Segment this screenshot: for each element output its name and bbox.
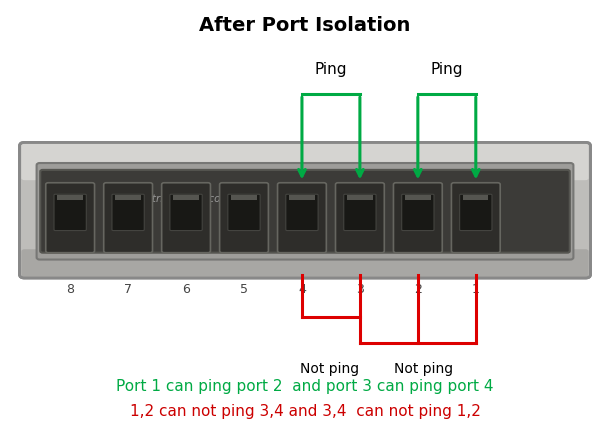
FancyBboxPatch shape <box>220 183 268 253</box>
FancyBboxPatch shape <box>46 183 95 253</box>
FancyBboxPatch shape <box>21 144 589 180</box>
Bar <box>347 195 373 200</box>
FancyBboxPatch shape <box>104 183 152 253</box>
FancyBboxPatch shape <box>402 194 434 230</box>
Bar <box>289 195 315 200</box>
Text: Ping: Ping <box>315 62 347 77</box>
FancyBboxPatch shape <box>344 194 376 230</box>
Bar <box>405 195 431 200</box>
Bar <box>463 195 489 200</box>
FancyBboxPatch shape <box>228 194 260 230</box>
FancyBboxPatch shape <box>37 163 573 260</box>
FancyBboxPatch shape <box>451 183 500 253</box>
FancyBboxPatch shape <box>20 142 590 278</box>
FancyBboxPatch shape <box>54 194 86 230</box>
Text: After Port Isolation: After Port Isolation <box>199 16 411 35</box>
Text: 4: 4 <box>298 283 306 296</box>
Text: 8: 8 <box>66 283 74 296</box>
FancyBboxPatch shape <box>21 249 589 277</box>
Text: Port 1 can ping port 2  and port 3 can ping port 4: Port 1 can ping port 2 and port 3 can pi… <box>117 379 493 393</box>
Text: 1: 1 <box>472 283 479 296</box>
FancyBboxPatch shape <box>40 170 570 253</box>
FancyBboxPatch shape <box>162 183 210 253</box>
FancyBboxPatch shape <box>170 194 202 230</box>
FancyBboxPatch shape <box>336 183 384 253</box>
Text: techtrickszone.com: techtrickszone.com <box>129 194 231 205</box>
Text: Not ping: Not ping <box>395 362 453 376</box>
Bar <box>57 195 83 200</box>
FancyBboxPatch shape <box>112 194 144 230</box>
FancyBboxPatch shape <box>393 183 442 253</box>
Text: 5: 5 <box>240 283 248 296</box>
Text: 3: 3 <box>356 283 364 296</box>
Bar <box>115 195 141 200</box>
Bar <box>173 195 199 200</box>
Text: 2: 2 <box>414 283 422 296</box>
Text: 6: 6 <box>182 283 190 296</box>
FancyBboxPatch shape <box>286 194 318 230</box>
Text: Not ping: Not ping <box>300 362 359 376</box>
FancyBboxPatch shape <box>278 183 326 253</box>
Text: Ping: Ping <box>431 62 463 77</box>
Bar <box>231 195 257 200</box>
FancyBboxPatch shape <box>460 194 492 230</box>
Text: 1,2 can not ping 3,4 and 3,4  can not ping 1,2: 1,2 can not ping 3,4 and 3,4 can not pin… <box>129 405 481 419</box>
Text: 7: 7 <box>124 283 132 296</box>
